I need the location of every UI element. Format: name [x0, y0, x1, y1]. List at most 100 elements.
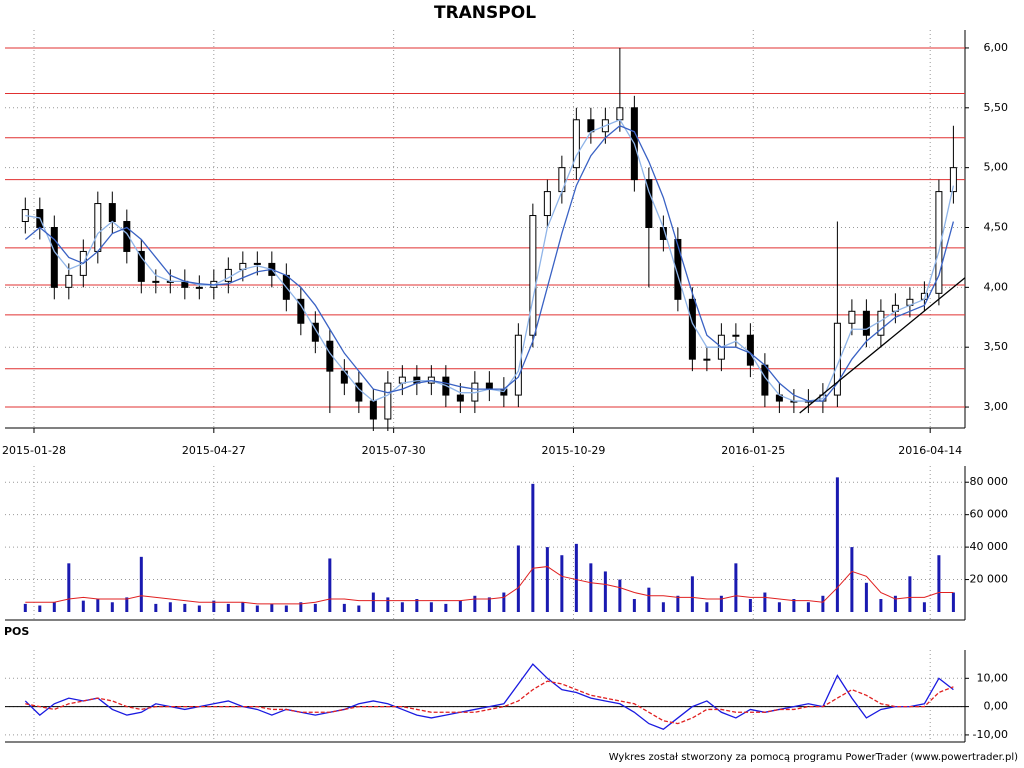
volume-bar	[618, 579, 622, 612]
candle-body	[587, 119, 595, 133]
volume-bar	[806, 602, 810, 612]
volume-bar	[864, 582, 868, 612]
volume-bar	[487, 597, 491, 612]
volume-bar	[951, 592, 955, 612]
candle-body	[645, 179, 653, 229]
candle-body	[703, 358, 711, 361]
candle-body	[935, 191, 943, 294]
x-tick-label: 2016-04-14	[898, 444, 962, 457]
y-tick-label: -10,00	[973, 728, 1008, 741]
candle-body	[572, 119, 580, 169]
footer: Wykres został stworzony za pomocą progra…	[609, 752, 1018, 763]
volume-bar	[473, 595, 477, 612]
volume-bar	[299, 602, 303, 612]
y-tick-label: 80 000	[970, 475, 1009, 488]
candle-body	[485, 382, 493, 390]
volume-bar	[183, 603, 187, 612]
volume-bar	[81, 600, 85, 612]
indicator-line	[25, 680, 954, 725]
volume-bar	[313, 603, 317, 612]
volume-bar	[342, 603, 346, 612]
candle-body	[862, 310, 870, 336]
volume-bar	[908, 576, 912, 612]
candle-body	[456, 394, 464, 402]
candle-body	[137, 250, 145, 282]
candle-body	[949, 167, 957, 193]
candle-body	[746, 334, 754, 366]
volume-bar	[458, 600, 462, 612]
candle-body	[848, 310, 856, 324]
x-tick-label: 2015-07-30	[362, 444, 426, 457]
volume-bar	[110, 602, 114, 612]
volume-bar	[371, 592, 375, 612]
y-tick-label: 3,50	[984, 340, 1009, 353]
volume-bar	[835, 477, 839, 612]
candle-body	[50, 227, 58, 288]
candle-body	[514, 334, 522, 396]
candle-body	[688, 298, 696, 360]
volume-bar	[23, 603, 27, 612]
volume-bar	[748, 599, 752, 612]
x-tick-label: 2016-01-25	[721, 444, 785, 457]
x-tick-label: 2015-04-27	[182, 444, 246, 457]
volume-bar	[531, 483, 535, 612]
moving-average	[24, 125, 955, 402]
volume-bar	[719, 595, 723, 612]
volume-bar	[125, 597, 129, 612]
volume-bar	[850, 547, 854, 612]
y-tick-label: 4,00	[984, 280, 1009, 293]
volume-bar	[270, 603, 274, 612]
candle-body	[152, 280, 160, 283]
indicator-line	[24, 663, 954, 731]
candle-body	[529, 215, 537, 336]
x-tick-label: 2015-01-28	[2, 444, 66, 457]
volume-bar	[777, 602, 781, 612]
volume-bar	[328, 558, 332, 612]
volume-bar	[67, 563, 71, 612]
volume-bar	[429, 602, 433, 612]
volume-bar	[139, 556, 143, 612]
volume-bar	[516, 545, 520, 612]
volume-bar	[632, 599, 636, 612]
volume-bar	[502, 592, 506, 612]
volume-bar	[241, 602, 245, 612]
x-tick-label: 2015-10-29	[541, 444, 605, 457]
candle-body	[108, 203, 116, 223]
volume-bar	[212, 600, 216, 612]
volume-bar	[415, 599, 419, 612]
volume-bar	[792, 599, 796, 612]
volume-bar	[705, 602, 709, 612]
y-tick-label: 20 000	[970, 573, 1009, 586]
volume-bar	[922, 602, 926, 612]
y-tick-label: 6,00	[984, 41, 1009, 54]
candle-body	[543, 191, 551, 217]
y-tick-label: 0,00	[984, 700, 1009, 713]
volume-bar	[154, 603, 158, 612]
volume-bar	[879, 599, 883, 612]
trend-line	[799, 277, 966, 414]
volume-average	[25, 566, 954, 605]
candle-body	[311, 322, 319, 342]
volume-bar	[661, 602, 665, 612]
volume-bar	[603, 571, 607, 612]
candle-body	[674, 238, 682, 300]
indicator-title: POS	[4, 625, 29, 638]
chart-title: TRANSPOL	[434, 3, 536, 23]
volume-bar	[52, 602, 56, 612]
volume-bar	[937, 555, 941, 612]
volume-bar	[386, 597, 390, 612]
volume-bar	[893, 595, 897, 612]
y-tick-label: 10,00	[977, 671, 1009, 684]
candle-body	[369, 400, 377, 420]
volume-bar	[734, 563, 738, 612]
candle-body	[65, 274, 73, 288]
volume-bar	[647, 587, 651, 612]
volume-bar	[444, 603, 448, 612]
volume-bar	[821, 595, 825, 612]
candle-body	[94, 203, 102, 252]
volume-bar	[168, 602, 172, 612]
y-tick-label: 5,00	[984, 161, 1009, 174]
volume-bar	[676, 595, 680, 612]
y-tick-label: 60 000	[970, 508, 1009, 521]
